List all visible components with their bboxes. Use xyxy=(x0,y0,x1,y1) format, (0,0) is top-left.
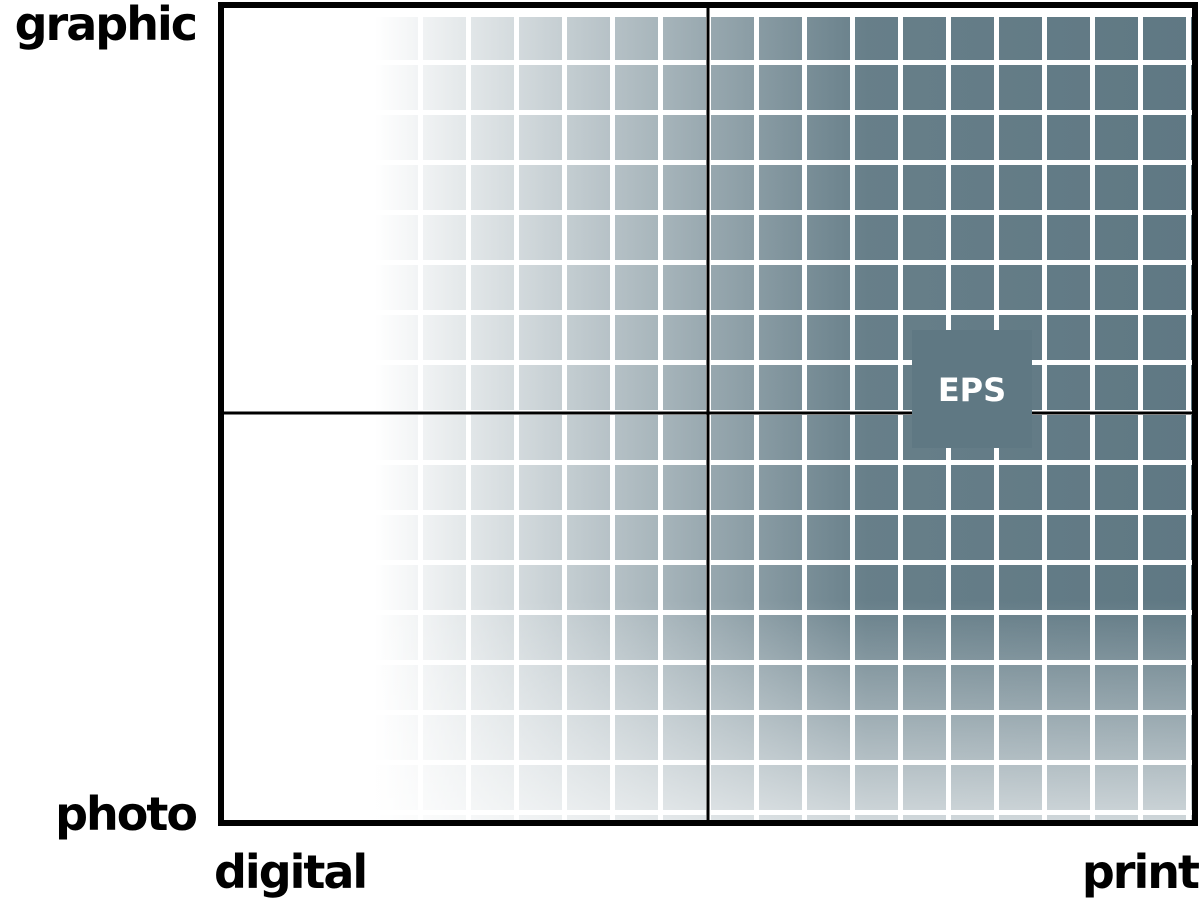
top-label: graphic xyxy=(15,0,196,51)
eps-marker: EPS xyxy=(912,330,1032,448)
marker-label: EPS xyxy=(938,371,1006,409)
bottom-label: photo xyxy=(55,787,196,841)
marker-box xyxy=(912,330,1032,448)
frame xyxy=(218,2,1198,826)
left-label: digital xyxy=(214,845,366,899)
right-label: print xyxy=(1082,845,1199,899)
